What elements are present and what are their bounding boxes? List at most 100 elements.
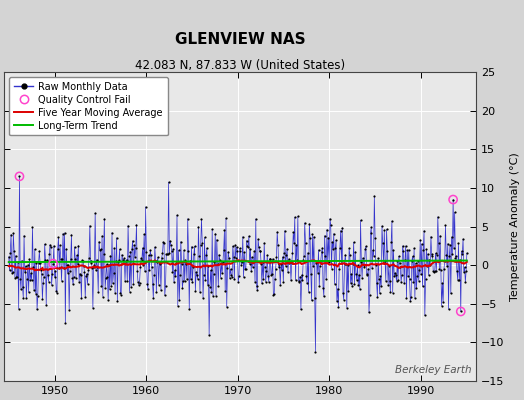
Point <box>122 256 130 263</box>
Point <box>428 253 436 260</box>
Point <box>275 264 283 270</box>
Point <box>391 270 399 276</box>
Point <box>5 254 13 260</box>
Point <box>316 263 324 270</box>
Point <box>77 295 85 301</box>
Point <box>65 306 73 313</box>
Point <box>133 268 141 274</box>
Point <box>276 282 285 289</box>
Point <box>200 272 208 278</box>
Point <box>308 231 316 237</box>
Point <box>243 237 251 244</box>
Point <box>178 285 187 292</box>
Point <box>180 278 189 284</box>
Point <box>394 277 402 284</box>
Point <box>283 269 292 276</box>
Point <box>108 229 116 236</box>
Point <box>328 265 336 272</box>
Point <box>103 274 112 280</box>
Point <box>401 243 410 249</box>
Point <box>144 286 152 292</box>
Point <box>371 235 379 242</box>
Point <box>104 296 112 303</box>
Point <box>420 228 428 234</box>
Point <box>431 268 439 274</box>
Point <box>436 267 445 274</box>
Point <box>228 243 237 249</box>
Point <box>419 247 428 254</box>
Point <box>20 232 28 239</box>
Point <box>125 252 133 259</box>
Point <box>239 274 248 280</box>
Point <box>409 278 418 285</box>
Point <box>100 250 108 257</box>
Point <box>453 277 462 283</box>
Point <box>213 261 222 268</box>
Point <box>6 250 15 257</box>
Point <box>293 213 302 220</box>
Point <box>292 242 301 248</box>
Point <box>85 254 93 261</box>
Point <box>15 306 23 312</box>
Point <box>421 276 430 282</box>
Point <box>412 285 421 291</box>
Point <box>43 272 52 278</box>
Point <box>212 292 220 299</box>
Point <box>208 226 216 233</box>
Point <box>226 266 235 272</box>
Point <box>368 265 376 271</box>
Point <box>399 248 408 254</box>
Point <box>184 248 193 254</box>
Point <box>227 272 235 278</box>
Point <box>413 273 421 279</box>
Point <box>18 257 26 264</box>
Point <box>106 253 115 259</box>
Point <box>68 275 77 281</box>
Point <box>458 251 466 257</box>
Point <box>324 234 333 241</box>
Point <box>449 196 457 203</box>
Point <box>446 242 454 248</box>
Point <box>220 247 228 254</box>
Point <box>117 291 125 298</box>
Point <box>90 262 99 268</box>
Point <box>94 288 102 295</box>
Point <box>119 257 128 264</box>
Point <box>161 282 170 289</box>
Point <box>391 272 400 278</box>
Point <box>142 249 150 255</box>
Point <box>398 243 407 249</box>
Point <box>333 298 341 304</box>
Point <box>210 271 218 278</box>
Point <box>358 255 367 261</box>
Point <box>13 274 21 281</box>
Point <box>179 277 187 284</box>
Point <box>47 244 55 250</box>
Point <box>141 204 150 210</box>
Point <box>321 253 330 259</box>
Point <box>217 260 225 266</box>
Point <box>32 260 40 266</box>
Point <box>238 234 247 240</box>
Point <box>245 233 253 239</box>
Point <box>365 309 373 316</box>
Point <box>19 295 27 301</box>
Point <box>182 261 190 267</box>
Point <box>203 282 212 288</box>
Point <box>251 279 259 285</box>
Point <box>45 250 53 257</box>
Point <box>49 260 57 267</box>
Point <box>340 261 348 267</box>
Point <box>122 258 130 264</box>
Point <box>50 242 58 249</box>
Point <box>95 238 103 245</box>
Point <box>71 256 80 263</box>
Point <box>267 272 275 278</box>
Point <box>193 272 201 278</box>
Point <box>58 256 67 262</box>
Point <box>266 256 275 262</box>
Point <box>30 287 38 293</box>
Point <box>396 260 404 266</box>
Point <box>168 269 177 275</box>
Point <box>375 276 383 282</box>
